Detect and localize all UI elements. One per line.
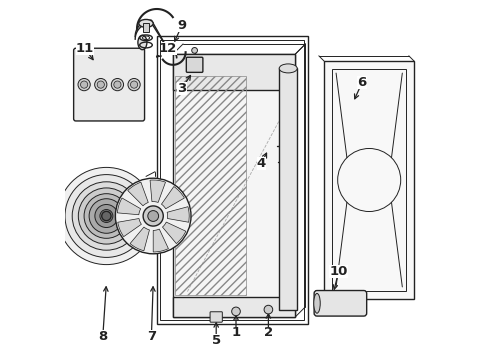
- Wedge shape: [130, 227, 149, 251]
- Wedge shape: [128, 182, 148, 206]
- FancyBboxPatch shape: [314, 291, 367, 316]
- Wedge shape: [117, 198, 141, 215]
- Circle shape: [97, 81, 104, 88]
- Wedge shape: [163, 222, 186, 244]
- Bar: [175, 76, 246, 295]
- FancyBboxPatch shape: [74, 48, 145, 121]
- Bar: [157, 36, 308, 324]
- Bar: [173, 54, 295, 90]
- Circle shape: [78, 78, 90, 91]
- Wedge shape: [162, 186, 184, 209]
- Circle shape: [95, 78, 107, 91]
- FancyBboxPatch shape: [210, 312, 222, 322]
- Wedge shape: [153, 229, 169, 252]
- Circle shape: [148, 211, 159, 221]
- Bar: [173, 54, 295, 317]
- Wedge shape: [118, 219, 142, 237]
- Bar: [279, 68, 297, 310]
- Circle shape: [116, 178, 191, 254]
- Text: 2: 2: [264, 327, 273, 339]
- Circle shape: [78, 188, 134, 244]
- Circle shape: [102, 211, 111, 221]
- Wedge shape: [150, 180, 166, 202]
- Ellipse shape: [138, 35, 147, 50]
- Text: 6: 6: [357, 76, 367, 89]
- Bar: [143, 23, 149, 32]
- Text: 4: 4: [257, 157, 266, 170]
- Circle shape: [130, 81, 138, 88]
- Circle shape: [264, 305, 273, 314]
- Bar: [332, 69, 406, 291]
- Text: 8: 8: [98, 330, 107, 343]
- Text: 7: 7: [147, 330, 156, 343]
- Circle shape: [100, 210, 113, 222]
- FancyBboxPatch shape: [186, 57, 203, 72]
- Circle shape: [111, 78, 123, 91]
- Circle shape: [232, 307, 240, 316]
- Circle shape: [80, 81, 88, 88]
- Wedge shape: [167, 207, 189, 222]
- Bar: [160, 40, 304, 320]
- Ellipse shape: [139, 19, 153, 27]
- Text: 11: 11: [75, 42, 94, 55]
- Circle shape: [72, 182, 141, 250]
- Text: 9: 9: [177, 19, 187, 32]
- Text: 5: 5: [212, 334, 221, 347]
- Text: 12: 12: [158, 42, 177, 55]
- Circle shape: [143, 206, 163, 226]
- Circle shape: [128, 78, 140, 91]
- Circle shape: [89, 199, 123, 233]
- Text: 3: 3: [177, 82, 187, 95]
- Bar: [324, 61, 414, 299]
- Circle shape: [65, 175, 148, 257]
- Circle shape: [114, 81, 121, 88]
- Text: 1: 1: [231, 327, 241, 339]
- Ellipse shape: [279, 64, 297, 73]
- Bar: [173, 297, 295, 317]
- Circle shape: [192, 48, 197, 53]
- Circle shape: [58, 167, 155, 265]
- Ellipse shape: [314, 293, 320, 313]
- Circle shape: [95, 204, 118, 228]
- Circle shape: [84, 194, 129, 238]
- Text: 10: 10: [329, 265, 348, 278]
